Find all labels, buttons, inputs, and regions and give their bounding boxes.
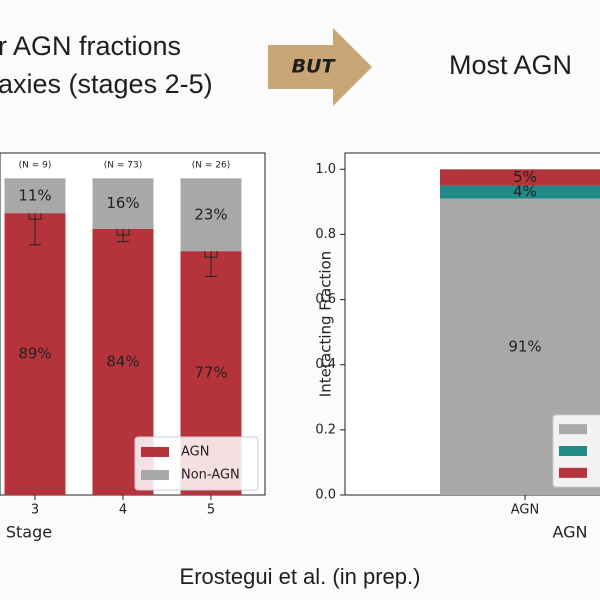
bar-segment: [180, 178, 242, 252]
slide-title-line: axies (stages 2-5): [0, 69, 213, 99]
sample-size: (N = 73): [104, 161, 142, 171]
x-axis-label: Stage: [6, 523, 52, 542]
legend-swatch: [559, 446, 587, 456]
value-label: 23%: [194, 205, 227, 223]
slide-title: Most AGN: [449, 50, 572, 80]
legend-swatch: [559, 467, 587, 478]
y-tick-label: 1.0: [315, 162, 336, 177]
value-label: 5%: [513, 168, 537, 186]
legend-label: Non-AGN: [181, 468, 240, 483]
value-label: 91%: [508, 337, 541, 355]
legend-swatch: [559, 424, 587, 435]
arrow-label: BUT: [292, 56, 337, 78]
legend-swatch: [141, 446, 169, 457]
value-label: 84%: [106, 353, 139, 371]
bar-segment: [92, 178, 154, 229]
citation: Erostegui et al. (in prep.): [180, 564, 421, 589]
sample-size: (N = 26): [192, 161, 230, 171]
value-label: 16%: [106, 194, 139, 212]
x-tick-label: 3: [31, 503, 39, 518]
bar-segment: [4, 178, 66, 214]
arrow: [268, 28, 372, 106]
value-label: 4%: [513, 183, 537, 201]
value-label: 77%: [194, 364, 227, 382]
x-tick-label: AGN: [511, 503, 539, 518]
y-tick-label: 0.4: [315, 357, 336, 372]
legend-label: AGN: [181, 444, 209, 459]
x-axis-label: AGN: [552, 523, 587, 542]
y-axis-label: Interacting Fraction: [317, 251, 335, 397]
bar-segment: [440, 169, 600, 186]
y-tick-label: 0.8: [315, 227, 336, 242]
x-tick-label: 4: [119, 503, 127, 518]
value-label: 89%: [18, 345, 51, 363]
y-tick-label: 0.0: [315, 488, 336, 503]
x-tick-label: 5: [207, 503, 215, 518]
bar-segment: [440, 185, 600, 199]
value-label: 11%: [18, 186, 51, 204]
y-tick-label: 0.6: [315, 292, 336, 307]
slide-title-line: r AGN fractions: [0, 31, 181, 61]
sample-size: (N = 9): [19, 161, 52, 171]
bar-segment: [4, 213, 66, 495]
legend-swatch: [141, 470, 169, 481]
y-tick-label: 0.2: [315, 422, 336, 437]
